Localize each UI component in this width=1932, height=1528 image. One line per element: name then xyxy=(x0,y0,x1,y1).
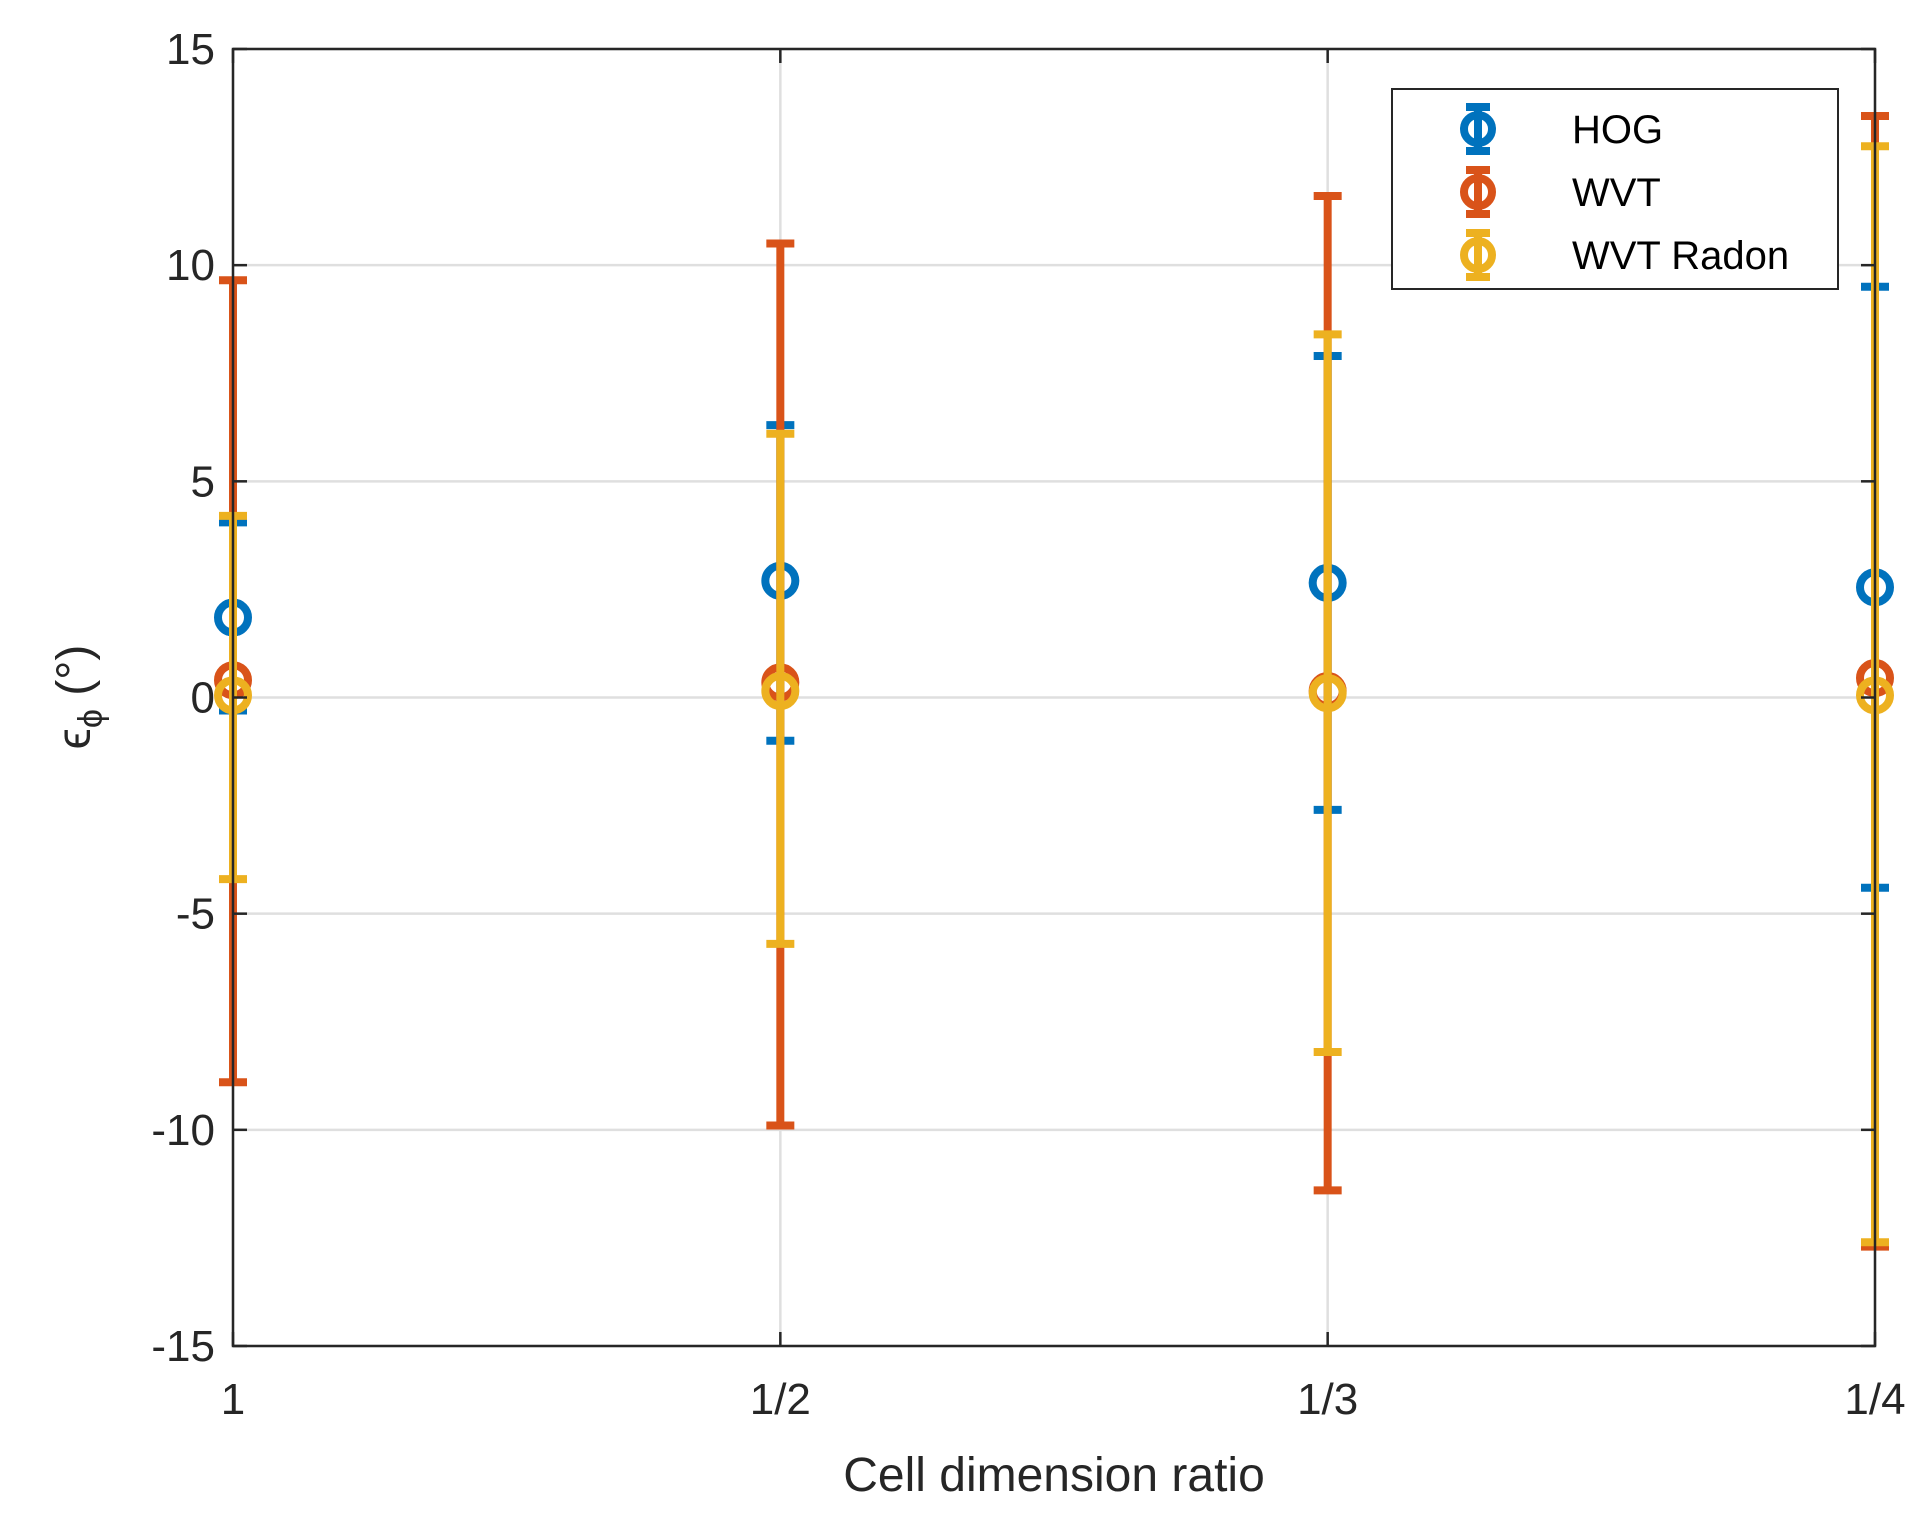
y-axis-label-symbol: ϵ xyxy=(48,728,101,749)
legend-label: WVT Radon xyxy=(1572,234,1789,278)
ticks xyxy=(231,47,1877,1348)
x-tick-label: 1/3 xyxy=(1297,1375,1358,1424)
legend: HOG WVT WVT Radon xyxy=(1391,88,1839,290)
x-tick-labels: 1 1/2 1/3 1/4 xyxy=(221,1375,1906,1424)
x-tick-label: 1 xyxy=(221,1375,245,1424)
y-tick-label: 0 xyxy=(191,674,215,723)
legend-marker-circle xyxy=(1460,174,1496,210)
legend-label: WVT xyxy=(1572,171,1661,215)
y-tick-label: 10 xyxy=(166,241,215,290)
y-tick-label: -5 xyxy=(176,890,215,939)
legend-label: HOG xyxy=(1572,108,1663,152)
y-axis-label-subscript: ϕ xyxy=(72,709,110,728)
x-axis-label: Cell dimension ratio xyxy=(843,1449,1265,1502)
y-tick-label: 15 xyxy=(166,25,215,74)
x-tick-label: 1/2 xyxy=(750,1375,811,1424)
y-tick-label: 5 xyxy=(191,457,215,506)
y-tick-labels: -15 -10 -5 0 5 10 15 xyxy=(151,25,215,1371)
legend-marker-circle xyxy=(1460,111,1496,147)
data-point xyxy=(1308,674,1347,713)
y-axis-label: ϵϕ (°) xyxy=(48,645,110,750)
data-point xyxy=(761,672,800,711)
legend-marker-circle xyxy=(1460,237,1496,273)
y-tick-label: -10 xyxy=(151,1106,215,1155)
x-tick-label: 1/4 xyxy=(1844,1375,1905,1424)
y-tick-label: -15 xyxy=(151,1322,215,1371)
y-axis-label-unit: (°) xyxy=(48,645,101,710)
